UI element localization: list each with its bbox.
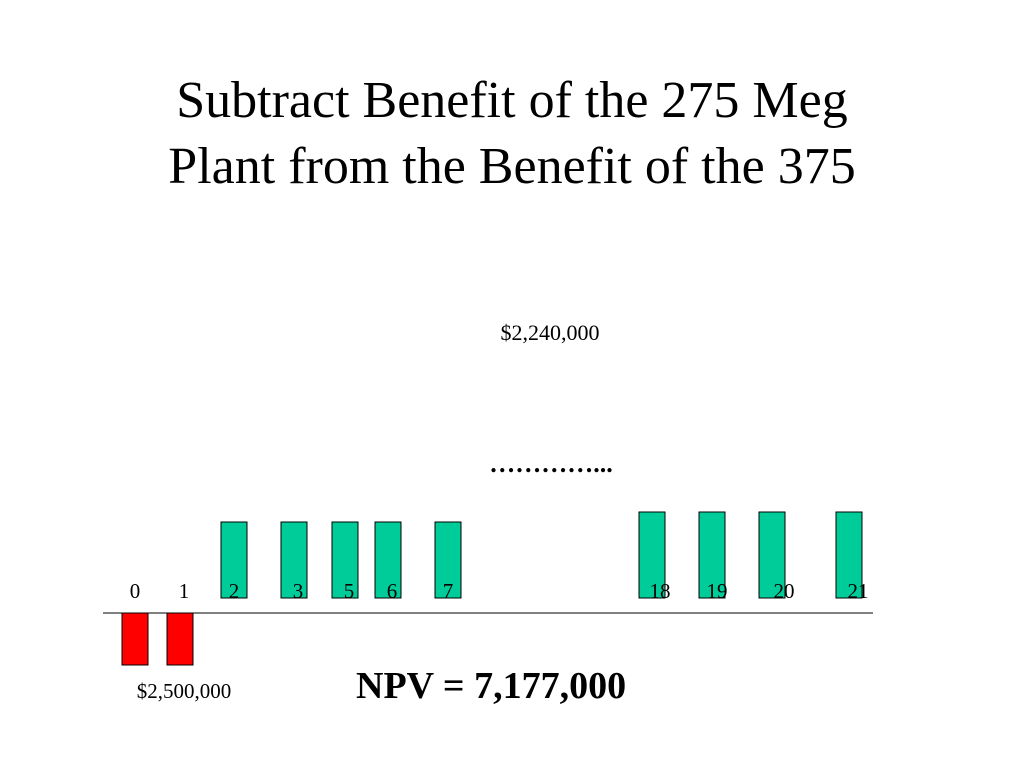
- period-labels: 0 1 2 3 5 6 7 18 19 20 21: [130, 579, 869, 603]
- period-label-19: 19: [707, 579, 728, 603]
- benefit-bar-period-18: [638, 511, 666, 599]
- benefit-bar-period-20: [758, 511, 786, 599]
- benefit-bar-period-7: [434, 521, 462, 599]
- slide-title: Subtract Benefit of the 275 Meg Plant fr…: [0, 68, 1024, 200]
- period-label-18: 18: [650, 579, 671, 603]
- period-label-2: 2: [229, 579, 240, 603]
- title-line-2: Plant from the Benefit of the 375: [168, 138, 856, 195]
- period-label-1: 1: [179, 579, 190, 603]
- title-line-1: Subtract Benefit of the 275 Meg: [176, 72, 848, 129]
- benefit-bar-period-2: [220, 521, 248, 599]
- period-label-6: 6: [387, 579, 398, 603]
- npv-result: NPV = 7,177,000: [356, 665, 627, 707]
- benefit-bar-period-21: [835, 511, 863, 599]
- cost-amount-label: $2,500,000: [137, 679, 232, 703]
- cash-flow-bars: [121, 511, 863, 666]
- period-label-21: 21: [848, 579, 869, 603]
- benefit-amount-label: $2,240,000: [501, 320, 600, 345]
- cost-bar-period-0: [121, 612, 149, 666]
- benefit-bar-period-3: [280, 521, 308, 599]
- benefit-bar-period-19: [698, 511, 726, 599]
- period-label-3: 3: [293, 579, 304, 603]
- benefit-bar-period-5: [331, 521, 359, 599]
- cost-bar-period-1: [166, 612, 194, 666]
- ellipsis-continuation: …………...: [489, 449, 613, 478]
- period-label-7: 7: [443, 579, 454, 603]
- period-label-0: 0: [130, 579, 141, 603]
- benefit-bar-period-6: [374, 521, 402, 599]
- period-label-5: 5: [344, 579, 355, 603]
- period-label-20: 20: [774, 579, 795, 603]
